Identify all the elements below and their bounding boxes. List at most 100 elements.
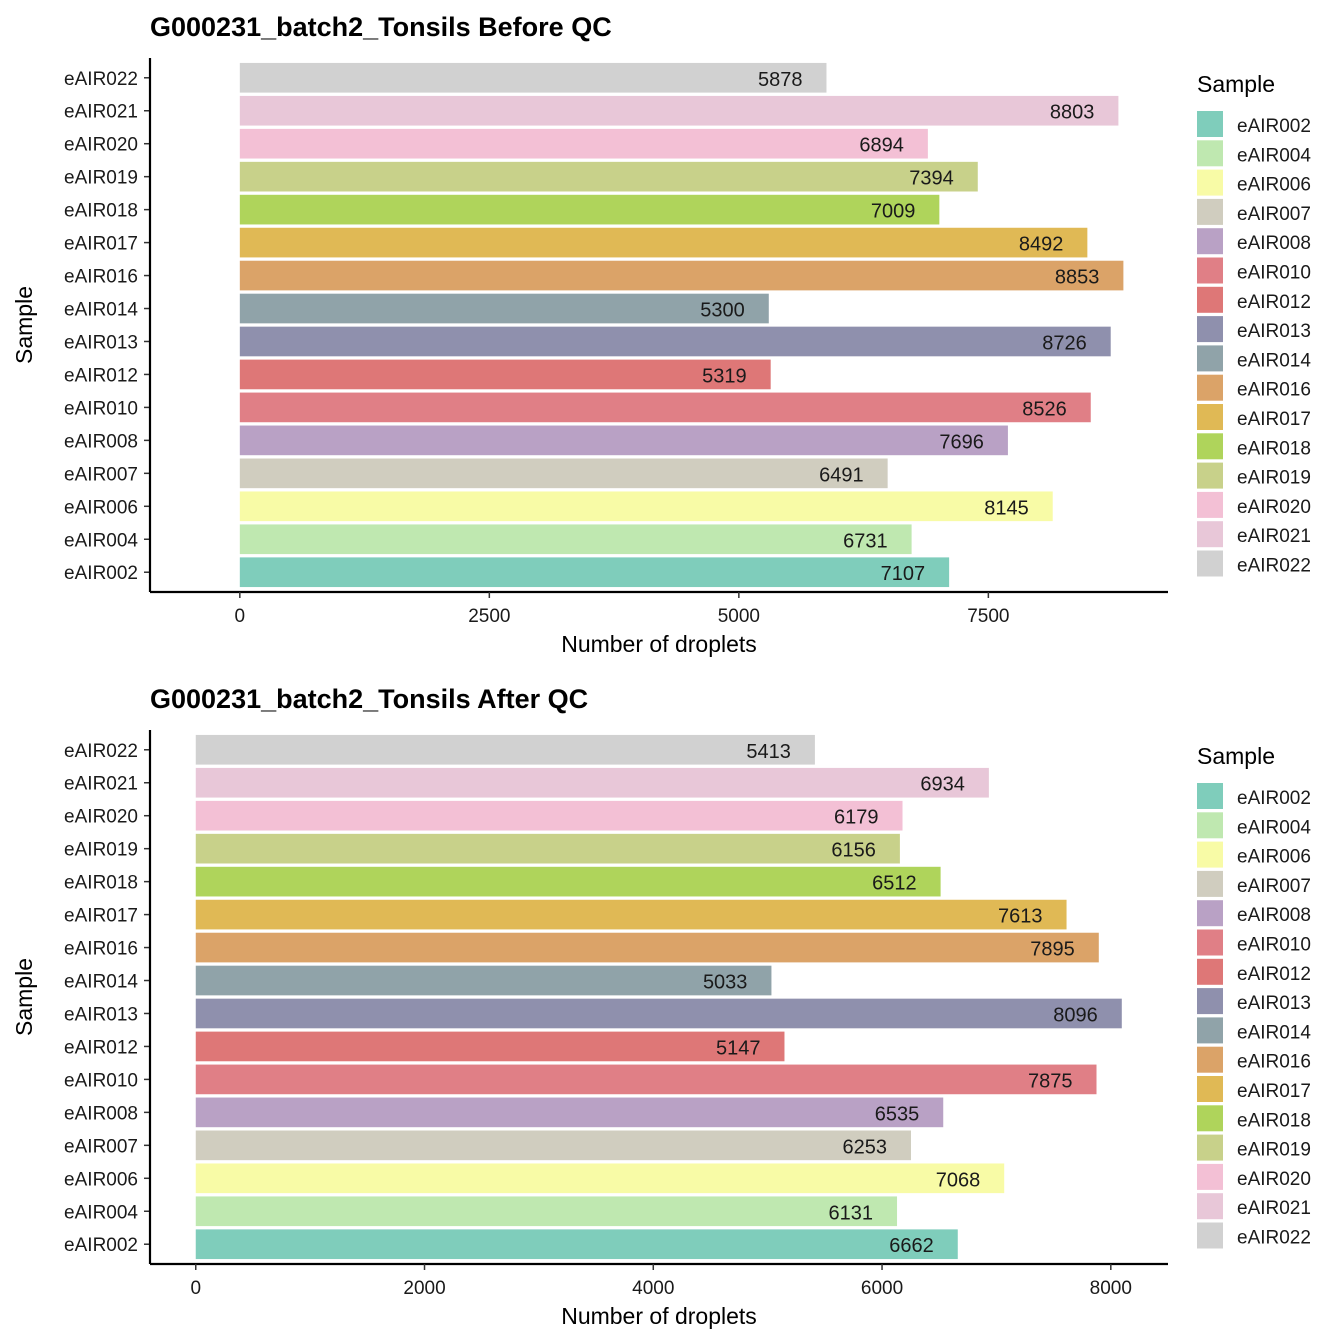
legend-label-eAIR007: eAIR007 [1237, 204, 1311, 225]
legend-swatch-eAIR008 [1197, 228, 1223, 255]
legend-label-eAIR018: eAIR018 [1237, 1110, 1311, 1131]
y-tick-label-eAIR021: eAIR021 [64, 774, 138, 795]
chart-svg: G000231_batch2_Tonsils Before QC 7107 eAIR… [11, 12, 1311, 657]
data-label-eAIR014: 5300 [700, 300, 745, 322]
legend-swatch-eAIR013 [1197, 988, 1223, 1015]
x-tick-label: 2000 [403, 1278, 445, 1299]
legend-label-eAIR006: eAIR006 [1237, 175, 1311, 196]
chart-title: G000231_batch2_Tonsils Before QC [150, 12, 612, 42]
x-tick-label: 8000 [1090, 1278, 1132, 1299]
bar-eAIR008 [195, 1097, 944, 1128]
data-label-eAIR021: 6934 [920, 774, 965, 796]
bar-eAIR014 [195, 965, 772, 996]
bar-eAIR018 [195, 866, 941, 897]
legend-swatch-eAIR017 [1197, 1076, 1223, 1102]
bar-eAIR007 [239, 458, 888, 489]
legend-label-eAIR017: eAIR017 [1237, 1081, 1311, 1102]
legend-label-eAIR004: eAIR004 [1237, 145, 1311, 166]
bar-eAIR021 [195, 767, 989, 798]
legend-label-eAIR021: eAIR021 [1237, 526, 1311, 547]
y-tick-label-eAIR006: eAIR006 [64, 1169, 138, 1190]
y-tick-label-eAIR018: eAIR018 [64, 201, 138, 222]
legend-swatch-eAIR018 [1197, 1105, 1223, 1132]
data-label-eAIR008: 6535 [875, 1103, 920, 1125]
y-tick-label-eAIR014: eAIR014 [64, 972, 138, 993]
y-tick-label-eAIR022: eAIR022 [64, 741, 138, 762]
data-label-eAIR018: 6512 [872, 873, 917, 895]
y-tick-label-eAIR017: eAIR017 [64, 234, 138, 255]
legend-label-eAIR014: eAIR014 [1237, 350, 1311, 371]
legend-swatch-eAIR020 [1197, 1163, 1223, 1190]
legend-swatch-eAIR017 [1197, 404, 1223, 430]
y-tick-label-eAIR017: eAIR017 [64, 906, 138, 927]
y-tick-label-eAIR020: eAIR020 [64, 807, 138, 828]
bar-eAIR013 [195, 998, 1122, 1029]
legend-swatch-eAIR004 [1197, 140, 1223, 167]
data-label-eAIR018: 7009 [871, 201, 916, 223]
legend-swatch-eAIR010 [1197, 257, 1223, 284]
y-tick-label-eAIR010: eAIR010 [64, 1070, 138, 1091]
y-tick-label-eAIR016: eAIR016 [64, 267, 138, 288]
data-label-eAIR017: 7613 [998, 906, 1043, 928]
data-label-eAIR012: 5147 [716, 1037, 761, 1059]
bar-eAIR020 [239, 128, 928, 159]
y-axis-title: Sample [11, 286, 37, 364]
bar-eAIR018 [239, 194, 940, 225]
data-label-eAIR008: 7696 [939, 431, 984, 453]
legend-swatch-eAIR020 [1197, 491, 1223, 518]
legend-label-eAIR018: eAIR018 [1237, 438, 1311, 459]
legend-swatch-eAIR018 [1197, 433, 1223, 460]
legend-swatch-eAIR006 [1197, 841, 1223, 868]
y-tick-label-eAIR013: eAIR013 [64, 332, 138, 353]
legend-label-eAIR017: eAIR017 [1237, 409, 1311, 430]
legend-swatch-eAIR012 [1197, 958, 1223, 985]
chart-after-qc: G000231_batch2_Tonsils After QC 6662 eAIR0… [0, 672, 1344, 1344]
data-label-eAIR013: 8726 [1042, 332, 1087, 354]
y-tick-label-eAIR019: eAIR019 [64, 840, 138, 861]
legend-label-eAIR021: eAIR021 [1237, 1198, 1311, 1219]
legend-label-eAIR008: eAIR008 [1237, 905, 1311, 926]
legend-label-eAIR004: eAIR004 [1237, 817, 1311, 838]
bar-eAIR006 [195, 1163, 1005, 1194]
data-label-eAIR004: 6131 [829, 1202, 874, 1224]
legend-swatch-eAIR007 [1197, 870, 1223, 897]
legend-title: Sample [1197, 71, 1275, 97]
chart-svg: G000231_batch2_Tonsils After QC 6662 eAIR0… [11, 684, 1311, 1329]
bar-eAIR014 [239, 293, 769, 324]
legend-swatch-eAIR004 [1197, 812, 1223, 839]
legend-label-eAIR016: eAIR016 [1237, 380, 1311, 401]
y-tick-label-eAIR007: eAIR007 [64, 1136, 138, 1157]
legend-swatch-eAIR022 [1197, 1222, 1223, 1249]
x-tick-label: 4000 [632, 1278, 674, 1299]
legend-label-eAIR010: eAIR010 [1237, 935, 1311, 956]
legend-label-eAIR012: eAIR012 [1237, 964, 1311, 985]
data-label-eAIR002: 6662 [889, 1235, 934, 1257]
legend-label-eAIR014: eAIR014 [1237, 1022, 1311, 1043]
bar-eAIR010 [239, 392, 1091, 423]
x-axis-title: Number of droplets [561, 1303, 757, 1329]
legend-swatch-eAIR002 [1197, 111, 1223, 137]
y-tick-label-eAIR012: eAIR012 [64, 1037, 138, 1058]
y-tick-label-eAIR002: eAIR002 [64, 1235, 138, 1256]
chart-before-qc: G000231_batch2_Tonsils Before QC 7107 eAIR… [11, 12, 1311, 657]
data-label-eAIR020: 6894 [859, 135, 904, 157]
bar-eAIR007 [195, 1130, 911, 1161]
legend-swatch-eAIR019 [1197, 462, 1223, 489]
data-label-eAIR014: 5033 [703, 972, 748, 994]
legend-swatch-eAIR014 [1197, 345, 1223, 372]
y-tick-label-eAIR013: eAIR013 [64, 1004, 138, 1025]
data-label-eAIR020: 6179 [834, 807, 879, 829]
x-axis-title: Number of droplets [561, 631, 757, 657]
legend-swatch-eAIR021 [1197, 521, 1223, 548]
data-label-eAIR006: 7068 [936, 1169, 981, 1191]
legend-swatch-eAIR007 [1197, 198, 1223, 225]
data-label-eAIR010: 8526 [1022, 398, 1067, 420]
data-label-eAIR016: 8853 [1055, 267, 1100, 289]
legend-swatch-eAIR021 [1197, 1193, 1223, 1220]
bar-eAIR020 [195, 800, 903, 831]
y-tick-label-eAIR016: eAIR016 [64, 939, 138, 960]
x-tick-label: 7500 [967, 606, 1009, 627]
y-axis-title: Sample [11, 958, 37, 1036]
chart-title: G000231_batch2_Tonsils After QC [150, 684, 588, 714]
data-label-eAIR012: 5319 [702, 365, 747, 387]
